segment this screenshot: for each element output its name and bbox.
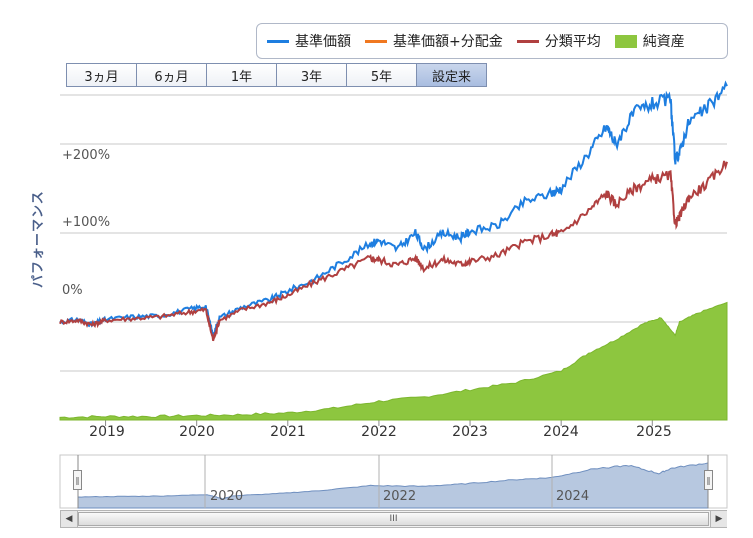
y-tick-label: +200% <box>62 148 111 163</box>
navigator <box>59 454 728 509</box>
navigator-tick-label: 2024 <box>556 489 590 504</box>
x-tick-label: 2020 <box>179 424 215 440</box>
legend-item-nav-plus-dividend[interactable]: 基準価額+分配金 <box>365 31 503 51</box>
scrollbar-thumb[interactable]: III <box>78 512 709 526</box>
navigator-scrollbar[interactable]: ◀ III ▶ <box>60 510 727 528</box>
range-button-1y[interactable]: 1年 <box>206 63 277 87</box>
legend-item-net-assets[interactable]: 純資産 <box>614 31 685 51</box>
legend-item-category-average[interactable]: 分類平均 <box>516 31 601 51</box>
range-button-3y[interactable]: 3年 <box>276 63 347 87</box>
series-line-nav <box>59 80 728 339</box>
x-tick-label: 2021 <box>270 424 306 440</box>
legend-swatch <box>516 39 539 43</box>
legend-swatch <box>365 39 387 43</box>
net-assets-area <box>59 301 728 421</box>
range-selector: 3ヵ月 6ヵ月 1年 3年 5年 設定来 <box>66 63 487 87</box>
scrollbar-grip-icon: III <box>389 514 398 524</box>
x-tick-label: 2019 <box>89 424 125 440</box>
chart-legend: 基準価額 基準価額+分配金 分類平均 純資産 <box>256 23 728 59</box>
scroll-right-arrow-icon[interactable]: ▶ <box>710 511 727 527</box>
navigator-left-handle[interactable]: ‖ <box>73 470 82 490</box>
legend-label: 基準価額 <box>295 34 351 50</box>
series-lines <box>59 80 728 342</box>
x-tick-label: 2023 <box>452 424 488 440</box>
legend-item-nav[interactable]: 基準価額 <box>267 31 351 51</box>
legend-label: 分類平均 <box>544 34 601 50</box>
x-tick-label: 2025 <box>636 424 672 440</box>
range-button-3m[interactable]: 3ヵ月 <box>66 63 137 87</box>
x-tick-label: 2024 <box>543 424 579 440</box>
range-button-5y[interactable]: 5年 <box>346 63 417 87</box>
navigator-tick-label: 2020 <box>210 489 244 504</box>
legend-swatch <box>614 34 637 48</box>
range-button-since-inception[interactable]: 設定来 <box>416 63 487 87</box>
x-tick-label: 2022 <box>361 424 397 440</box>
range-button-6m[interactable]: 6ヵ月 <box>136 63 207 87</box>
legend-label: 基準価額+分配金 <box>393 34 503 50</box>
y-axis-label: パフォーマンス <box>31 190 46 288</box>
legend-label: 純資産 <box>642 34 685 50</box>
y-tick-label: 0% <box>62 283 83 298</box>
navigator-series-area <box>77 462 709 509</box>
net-assets-area-fill <box>59 301 728 421</box>
series-line-category-average <box>59 160 728 342</box>
navigator-tick-label: 2022 <box>383 489 417 504</box>
y-tick-label: +100% <box>62 215 111 230</box>
scroll-left-arrow-icon[interactable]: ◀ <box>61 511 78 527</box>
legend-swatch <box>267 39 289 43</box>
navigator-right-handle[interactable]: ‖ <box>704 470 713 490</box>
